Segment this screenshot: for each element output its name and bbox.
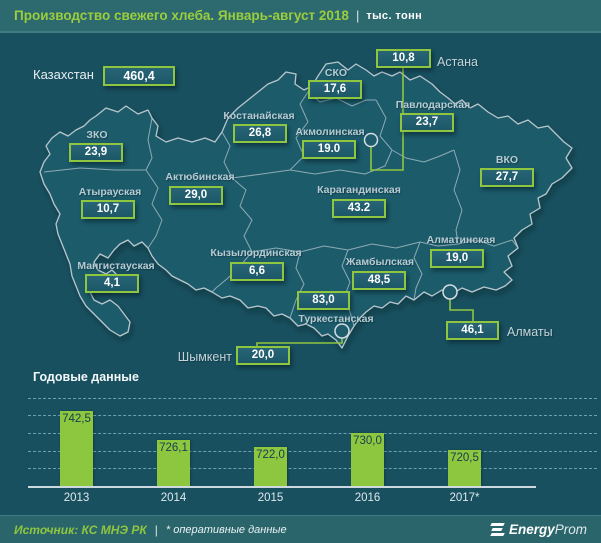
- shymkent-city-marker: [334, 323, 350, 339]
- region-label: Костанайская: [223, 110, 295, 122]
- region-label: Туркестанская: [298, 313, 374, 325]
- region-borders: [43, 85, 519, 327]
- region-label: Акмолинская: [295, 126, 365, 138]
- country-total-box: 460,4: [103, 66, 175, 86]
- region-label: СКО: [324, 67, 348, 79]
- region-label: Алматинская: [426, 234, 496, 246]
- city-value-box: 10,8: [376, 49, 431, 68]
- bar-value-label: 730,0: [353, 435, 382, 447]
- city-label: Алматы: [507, 325, 553, 339]
- bar-value-label: 742,5: [62, 413, 91, 425]
- bar-value-label: 722,0: [256, 449, 285, 461]
- gridline: [28, 450, 597, 452]
- footnote-label: * оперативные данные: [165, 523, 287, 536]
- region-value-box: 19,0: [430, 249, 484, 268]
- region-value-box: 83,0: [297, 291, 350, 310]
- region-value-box: 23,9: [69, 143, 123, 162]
- bar-value-label: 726,1: [159, 442, 188, 454]
- bar-slot: 720,5: [416, 388, 513, 486]
- chart-axis-line: [28, 486, 536, 488]
- region-label: ВКО: [495, 154, 519, 166]
- units-label: тыс. тонн: [366, 9, 423, 22]
- region-value-box: 29,0: [169, 186, 223, 205]
- bar-2014: 726,1: [157, 440, 190, 486]
- footer: Источник: КС МНЭ РК | * оперативные данн…: [0, 515, 601, 543]
- city-value-box: 46,1: [446, 321, 499, 340]
- chart-year-labels: 2013 2014 2015 2016 2017*: [28, 492, 513, 504]
- bar-2013: 742,5: [60, 411, 93, 486]
- bar-slot: 722,0: [222, 388, 319, 486]
- region-value-box: 48,5: [352, 271, 406, 290]
- region-value-box: 19.0: [302, 140, 356, 159]
- bar-2017*: 720,5: [448, 450, 481, 486]
- source-label: Источник: КС МНЭ РК: [14, 522, 147, 537]
- almaty-city-marker: [442, 284, 458, 300]
- bar-slot: 730,0: [319, 388, 416, 486]
- bar-slot: 726,1: [125, 388, 222, 486]
- city-label: Астана: [437, 55, 478, 69]
- region-value-box: 27,7: [480, 168, 534, 187]
- bar-chart: 742,5 726,1 722,0 730,0 720,5: [28, 388, 513, 486]
- page-title: Производство свежего хлеба. Январь-авгус…: [14, 8, 349, 23]
- city-label: Шымкент: [177, 350, 232, 364]
- year-label: 2016: [354, 492, 381, 504]
- region-value-box: 10,7: [81, 200, 135, 219]
- connector-almaty: [449, 299, 474, 321]
- region-label: Актюбинская: [165, 171, 235, 183]
- region-value-box: 4,1: [85, 274, 139, 293]
- bar-2015: 722,0: [254, 447, 287, 486]
- header: Производство свежего хлеба. Январь-авгус…: [0, 0, 601, 33]
- country-label: Казахстан: [33, 67, 94, 82]
- year-label: 2015: [257, 492, 284, 504]
- region-value-box: 17,6: [308, 80, 362, 99]
- gridline: [28, 415, 597, 417]
- region-label: ЗКО: [86, 129, 108, 141]
- energyprom-logo: EnergyProm: [490, 522, 587, 537]
- astana-city-marker: [363, 132, 379, 148]
- region-value-box: 26,8: [233, 124, 287, 143]
- region-label: Атырауская: [78, 186, 142, 198]
- region-value-box: 43.2: [332, 199, 386, 218]
- energyprom-icon: [490, 523, 505, 536]
- year-label: 2014: [160, 492, 187, 504]
- region-label: Павлодарская: [395, 99, 471, 111]
- bar-slot: 742,5: [28, 388, 125, 486]
- country-outline: [39, 61, 573, 349]
- year-label: 2013: [63, 492, 90, 504]
- city-value-box: 20,0: [236, 346, 290, 365]
- year-label: 2017*: [449, 492, 480, 504]
- city-markers: [334, 132, 458, 339]
- bar-value-label: 720,5: [450, 452, 479, 464]
- footer-separator: |: [154, 522, 158, 537]
- gridline: [28, 468, 597, 470]
- region-value-box: 6,6: [230, 262, 284, 281]
- gridline: [28, 432, 597, 434]
- region-label: Жамбылская: [345, 256, 415, 268]
- annual-chart-title: Годовые данные: [33, 370, 139, 384]
- region-label: Кызылординская: [210, 247, 302, 259]
- region-label: Мангистауская: [77, 260, 155, 272]
- gridline: [28, 397, 597, 399]
- energyprom-wordmark: EnergyProm: [508, 522, 587, 537]
- header-separator: |: [355, 8, 360, 23]
- region-label: Карагандинская: [317, 184, 401, 196]
- bar-2016: 730,0: [351, 433, 384, 486]
- connector-shymkent: [256, 338, 343, 346]
- region-value-box: 23,7: [400, 113, 454, 132]
